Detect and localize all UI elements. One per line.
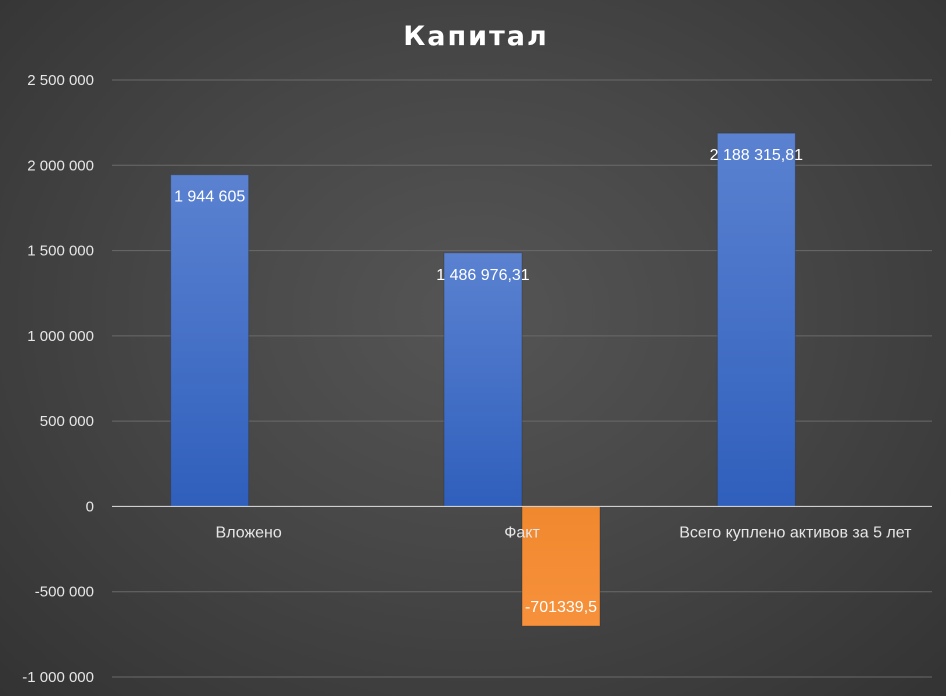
bar-positive (170, 174, 250, 507)
y-tick-label: 1 000 000 (27, 328, 94, 345)
y-tick-label: 500 000 (40, 413, 94, 430)
bar-data-label: 1 486 976,31 (436, 267, 530, 284)
bar-positive (716, 132, 796, 507)
category-label: Вложено (216, 524, 282, 541)
bar-data-label: -701339,5 (525, 599, 597, 616)
y-axis-tick-labels: 2 500 000 2 000 000 1 500 000 1 000 000 500 … (22, 72, 94, 686)
bar-data-label: 1 944 605 (174, 189, 245, 206)
chart-title: Капитал (403, 21, 549, 52)
category-label: Факт (504, 524, 540, 541)
y-tick-label: 2 000 000 (27, 157, 94, 174)
y-tick-label: -1 000 000 (22, 669, 94, 686)
y-tick-label: 1 500 000 (27, 243, 94, 260)
y-tick-label: 2 500 000 (27, 72, 94, 89)
bars (170, 132, 796, 627)
bar-negative (521, 505, 601, 627)
y-tick-label: 0 (86, 498, 94, 515)
category-label: Всего куплено активов за 5 лет (679, 524, 912, 541)
y-tick-label: -500 000 (35, 584, 94, 601)
bar-data-label: 2 188 315,81 (710, 147, 804, 164)
category-labels: Вложено Факт Всего куплено активов за 5 ле… (216, 524, 913, 541)
bar-positive (443, 252, 523, 507)
data-labels: 1 944 605 1 486 976,31 -701339,5 2 188 315,… (174, 147, 803, 616)
